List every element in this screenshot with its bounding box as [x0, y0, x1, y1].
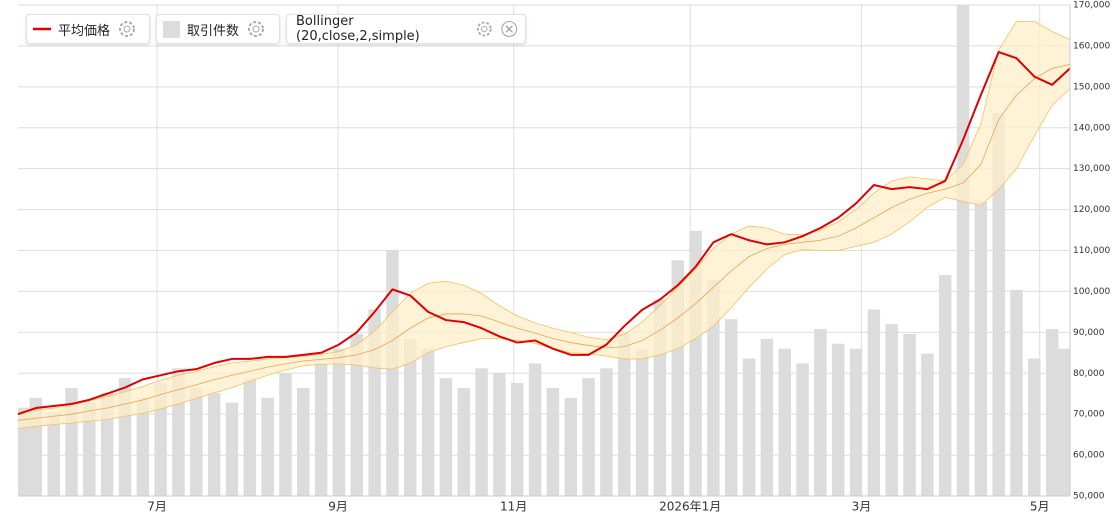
- volume-bar: [279, 373, 292, 496]
- legend-label: Bollinger (20,close,2,simple): [296, 14, 420, 44]
- settings-icon[interactable]: [475, 19, 494, 39]
- y-tick-label: 50,000: [1073, 492, 1105, 502]
- volume-bar: [867, 309, 881, 496]
- volume-bar: [564, 397, 577, 496]
- bollinger-band: [18, 21, 1070, 429]
- y-tick-label: 150,000: [1073, 82, 1110, 92]
- volume-bar: [938, 275, 952, 496]
- settings-icon[interactable]: [117, 19, 137, 39]
- volume-bar: [582, 378, 595, 496]
- volume-bar: [261, 397, 274, 496]
- volume-bar: [243, 378, 257, 496]
- volume-bar: [404, 338, 417, 496]
- volume-bar: [511, 383, 524, 496]
- volume-bar: [849, 348, 863, 496]
- volume-bar: [1028, 358, 1041, 496]
- x-tick-label: 2026年1月: [659, 500, 721, 514]
- y-tick-label: 70,000: [1073, 410, 1105, 420]
- volume-bar: [635, 348, 649, 496]
- volume-bar: [439, 378, 453, 496]
- volume-bar: [47, 412, 60, 496]
- volume-bar: [207, 392, 221, 496]
- volume-bar: [707, 279, 720, 496]
- y-tick-label: 100,000: [1073, 287, 1110, 297]
- x-tick-label: 5月: [1030, 500, 1050, 514]
- legend-swatch: [163, 20, 180, 38]
- volume-bar: [154, 383, 167, 496]
- x-tick-label: 11月: [500, 500, 527, 514]
- volume-bar: [992, 113, 1005, 497]
- bollinger-upper: [17, 20, 1071, 413]
- y-tick-label: 130,000: [1073, 164, 1110, 174]
- volume-bar: [475, 368, 488, 496]
- volume-bar: [457, 387, 471, 496]
- volume-bar: [885, 324, 898, 496]
- volume-bar: [136, 397, 150, 496]
- legend-item[interactable]: 取引件数: [156, 14, 280, 44]
- legend-label: 取引件数: [187, 23, 240, 39]
- volume-bar: [546, 387, 560, 496]
- y-tick-label: 90,000: [1073, 328, 1105, 338]
- volume-bar: [921, 353, 934, 496]
- volume-bar: [831, 343, 845, 496]
- volume-bar: [742, 358, 756, 496]
- volume-bar: [778, 348, 791, 496]
- price-line: [17, 51, 1071, 416]
- volume-bar: [796, 363, 809, 496]
- volume-bar: [1045, 329, 1059, 496]
- legend-swatch: [33, 27, 51, 31]
- legend-item[interactable]: Bollinger (20,close,2,simple): [286, 14, 526, 44]
- x-tick-label: 9月: [328, 500, 348, 514]
- y-tick-label: 80,000: [1073, 369, 1105, 379]
- volume-bar: [1010, 289, 1023, 496]
- volume-bar: [421, 348, 435, 496]
- y-tick-label: 60,000: [1073, 451, 1105, 461]
- volume-bar: [314, 363, 328, 496]
- volume-bar: [1057, 348, 1070, 496]
- y-tick-label: 160,000: [1073, 41, 1110, 51]
- volume-bar: [528, 363, 542, 496]
- volume-bar: [83, 402, 96, 496]
- volume-bar: [225, 402, 239, 496]
- volume-bar: [297, 387, 310, 496]
- y-tick-label: 140,000: [1073, 123, 1110, 133]
- x-tick-label: 3月: [852, 500, 872, 514]
- volume-bar: [724, 319, 738, 496]
- volume-bar: [190, 387, 203, 496]
- volume-bar: [493, 373, 506, 496]
- volume-bar: [386, 250, 399, 496]
- volume-bar: [956, 5, 970, 496]
- volume-bar: [600, 368, 613, 496]
- settings-icon[interactable]: [246, 19, 266, 39]
- volume-bar: [332, 348, 346, 496]
- bollinger-lower: [17, 88, 1071, 429]
- legend-item[interactable]: 平均価格: [26, 14, 150, 44]
- legend-label: 平均価格: [58, 23, 111, 39]
- remove-icon[interactable]: [500, 19, 519, 39]
- volume-bar: [760, 338, 774, 496]
- x-tick-label: 7月: [147, 500, 167, 514]
- volume-bar: [814, 329, 827, 496]
- volume-bar: [974, 201, 988, 496]
- volume-bar: [903, 333, 916, 496]
- volume-bar: [18, 407, 31, 496]
- y-tick-label: 120,000: [1073, 205, 1110, 215]
- bollinger-middle: [17, 63, 1071, 421]
- volume-bar: [350, 333, 364, 496]
- y-tick-label: 110,000: [1073, 246, 1110, 256]
- y-tick-label: 170,000: [1073, 1, 1110, 11]
- volume-bar: [617, 333, 631, 496]
